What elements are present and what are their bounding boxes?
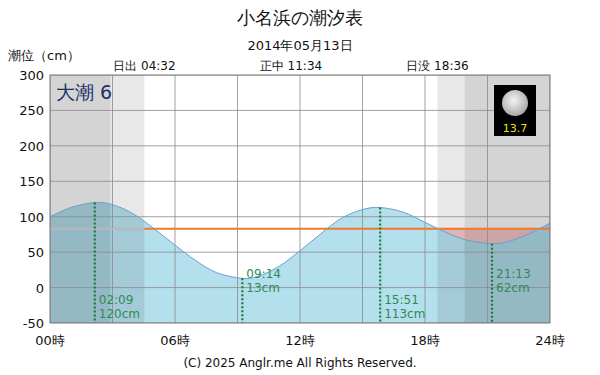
extreme-value: 113cm — [384, 307, 425, 321]
y-tick-label: 300 — [19, 68, 44, 83]
plot-bg — [50, 75, 550, 323]
extreme-time: 21:13 — [496, 267, 531, 281]
x-tick-label: 00時 — [35, 333, 65, 348]
twilight — [110, 75, 144, 323]
y-label: 潮位（cm） — [8, 48, 80, 63]
grid-line — [112, 75, 113, 323]
chart: 小名浜の潮汐表 2014年05月13日潮位（cm） 日出 04:32 正中 11:34… — [0, 0, 600, 375]
grid-line — [237, 75, 238, 323]
tide-line — [50, 202, 550, 278]
y-tick-label: -50 — [23, 316, 44, 331]
sun-label: 日出 04:32 — [113, 59, 175, 73]
frame — [50, 75, 550, 323]
y-tick-label: 0 — [36, 281, 44, 296]
x-tick-label: 18時 — [410, 333, 440, 348]
extreme-line — [94, 203, 96, 323]
y-tick-label: 150 — [19, 174, 44, 189]
mean-line — [144, 228, 550, 230]
extreme-time: 15:51 — [384, 293, 419, 307]
sun-label: 日没 18:36 — [406, 59, 468, 73]
x-tick-label: 06時 — [160, 333, 190, 348]
mean-line — [50, 228, 144, 230]
extreme-line — [379, 208, 381, 323]
extreme-line — [241, 278, 243, 323]
extreme-value: 13cm — [246, 281, 280, 295]
moon-age: 13.7 — [503, 122, 528, 135]
y-tick-label: 50 — [27, 245, 44, 260]
night — [465, 75, 550, 323]
plot — [50, 75, 550, 323]
title: 小名浜の潮汐表 — [237, 7, 363, 28]
twilight — [438, 75, 465, 323]
subtitle: 2014年05月13日 — [247, 38, 352, 53]
x-tick-label: 12時 — [285, 333, 315, 348]
night — [50, 75, 110, 323]
y-tick-label: 250 — [19, 103, 44, 118]
y-tick-label: 200 — [19, 139, 44, 154]
tide-name: 大潮 6 — [56, 81, 112, 103]
sun-label: 正中 11:34 — [260, 59, 322, 73]
extreme-time: 09:14 — [246, 267, 281, 281]
extreme-value: 62cm — [496, 281, 530, 295]
moon — [502, 90, 528, 116]
extreme-time: 02:09 — [99, 293, 134, 307]
moon-box — [494, 85, 536, 136]
grid-line — [362, 75, 363, 323]
x-tick-label: 24時 — [535, 333, 565, 348]
extreme-line — [491, 244, 493, 323]
grid-line — [175, 75, 176, 323]
grid-line — [425, 75, 426, 323]
grid-line — [300, 75, 301, 323]
grid-line — [487, 75, 488, 323]
extreme-value: 120cm — [99, 307, 140, 321]
y-tick-label: 100 — [19, 210, 44, 225]
copyright: (C) 2025 Anglr.me All Rights Reserved. — [183, 356, 416, 370]
